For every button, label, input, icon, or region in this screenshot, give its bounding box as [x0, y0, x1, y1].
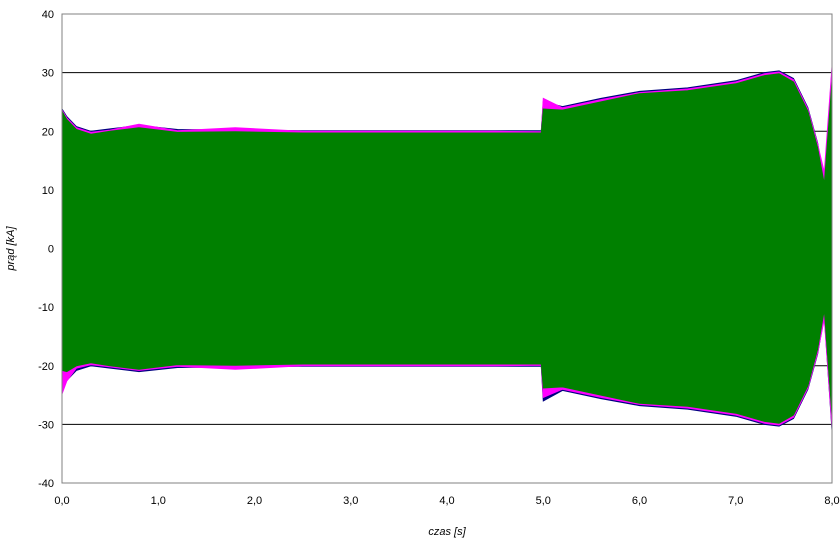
x-tick-label: 0,0: [54, 495, 69, 507]
x-tick-label: 3,0: [343, 495, 358, 507]
y-tick-label: 0: [48, 244, 54, 256]
y-axis-label: prąd [kA]: [5, 226, 17, 272]
series-areas: [61, 66, 833, 431]
y-tick-label: -20: [38, 361, 54, 373]
x-tick-label: 1,0: [151, 495, 166, 507]
y-tick-labels: 40 30 20 10 0 -10 -20 -30 -40: [38, 9, 54, 490]
y-tick-label: -10: [38, 302, 54, 314]
x-tick-label: 5,0: [536, 495, 551, 507]
plot-frame: [61, 13, 833, 484]
y-tick-label: -30: [38, 419, 54, 431]
series-area-3: [61, 73, 833, 424]
x-tick-label: 4,0: [439, 495, 454, 507]
y-tick-label: 10: [42, 185, 54, 197]
x-tick-label: 6,0: [632, 495, 647, 507]
x-tick-label: 7,0: [728, 495, 743, 507]
y-tick-label: -40: [38, 478, 54, 490]
y-tick-label: 30: [42, 68, 54, 80]
y-tick-label: 40: [42, 9, 54, 21]
y-tick-label: 20: [42, 126, 54, 138]
x-axis-label: czas [s]: [428, 526, 466, 538]
x-tick-label: 2,0: [247, 495, 262, 507]
x-tick-labels: 0,0 1,0 2,0 3,0 4,0 5,0 6,0 7,0 8,0: [54, 495, 839, 507]
x-tick-label: 8,0: [824, 495, 839, 507]
